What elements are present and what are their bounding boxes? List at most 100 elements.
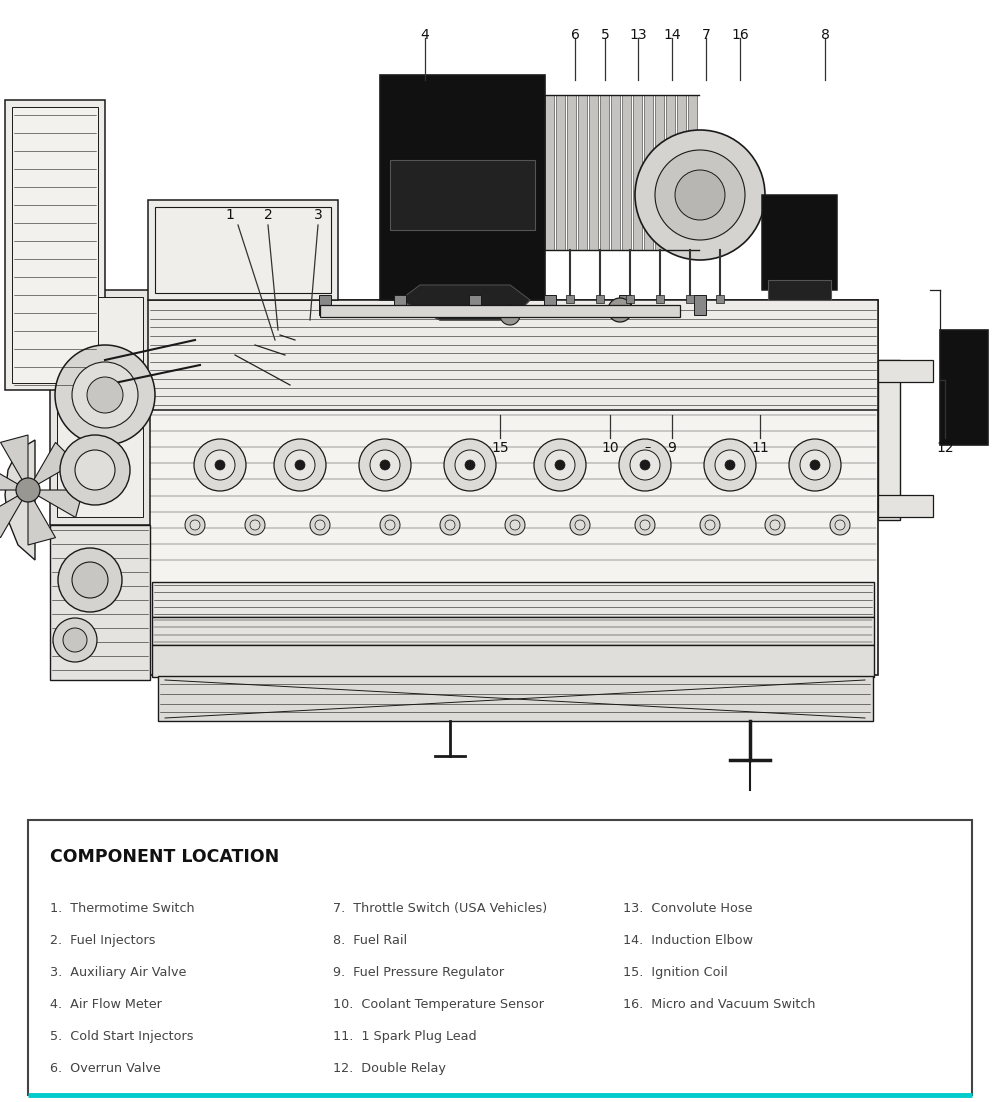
Circle shape: [445, 520, 455, 530]
Text: 6.  Overrun Valve: 6. Overrun Valve: [50, 1062, 161, 1074]
Bar: [619, 295, 631, 315]
Circle shape: [534, 439, 586, 491]
Circle shape: [58, 548, 122, 612]
Text: 2: 2: [264, 208, 272, 222]
Circle shape: [575, 520, 585, 530]
Bar: [677, 95, 686, 250]
Bar: [50, 525, 150, 680]
Circle shape: [63, 628, 87, 652]
Bar: [878, 360, 900, 520]
Polygon shape: [5, 440, 35, 560]
Text: 13.  Convolute Hose: 13. Convolute Hose: [623, 903, 753, 915]
Bar: [589, 95, 598, 250]
Circle shape: [87, 377, 123, 413]
Circle shape: [310, 515, 330, 534]
Text: 14.  Induction Elbow: 14. Induction Elbow: [623, 934, 753, 947]
Bar: [940, 329, 988, 445]
Circle shape: [789, 439, 841, 491]
Bar: [12, 107, 98, 383]
Text: 10.  Coolant Temperature Sensor: 10. Coolant Temperature Sensor: [333, 998, 544, 1011]
Circle shape: [619, 439, 671, 491]
Text: 2.  Fuel Injectors: 2. Fuel Injectors: [50, 934, 156, 947]
Text: 7: 7: [702, 28, 710, 42]
Text: 12: 12: [936, 441, 954, 455]
Bar: [566, 295, 574, 303]
Text: 9.  Fuel Pressure Regulator: 9. Fuel Pressure Regulator: [333, 966, 504, 979]
Circle shape: [215, 460, 225, 469]
Bar: [545, 95, 554, 250]
Polygon shape: [0, 435, 28, 490]
Circle shape: [455, 450, 485, 480]
Circle shape: [315, 520, 325, 530]
Circle shape: [770, 520, 780, 530]
Polygon shape: [400, 285, 530, 320]
Bar: [57, 298, 143, 517]
Circle shape: [725, 460, 735, 469]
Circle shape: [75, 450, 115, 490]
Text: 5: 5: [601, 28, 609, 42]
Text: 1.  Thermotime Switch: 1. Thermotime Switch: [50, 903, 195, 915]
Bar: [626, 295, 634, 303]
Polygon shape: [28, 442, 76, 490]
Bar: [600, 95, 609, 250]
Text: 6: 6: [571, 28, 579, 42]
Text: 12.  Double Relay: 12. Double Relay: [333, 1062, 446, 1074]
Bar: [148, 300, 878, 676]
Text: 13: 13: [629, 28, 647, 42]
Circle shape: [608, 298, 632, 322]
Circle shape: [250, 520, 260, 530]
Circle shape: [295, 460, 305, 469]
Circle shape: [465, 460, 475, 469]
Bar: [622, 95, 631, 250]
Circle shape: [245, 515, 265, 534]
Text: 1: 1: [226, 208, 234, 222]
Bar: [152, 582, 874, 617]
Text: 11: 11: [751, 441, 769, 455]
Text: 15: 15: [491, 441, 509, 455]
Bar: [544, 295, 556, 315]
Circle shape: [705, 520, 715, 530]
Circle shape: [285, 450, 315, 480]
Text: 16.  Micro and Vacuum Switch: 16. Micro and Vacuum Switch: [623, 998, 816, 1011]
Circle shape: [704, 439, 756, 491]
Bar: [567, 95, 576, 250]
Bar: [666, 95, 675, 250]
Circle shape: [440, 515, 460, 534]
Bar: [50, 290, 150, 525]
Text: 10: 10: [601, 441, 619, 455]
Circle shape: [444, 439, 496, 491]
Circle shape: [510, 520, 520, 530]
Circle shape: [185, 515, 205, 534]
Circle shape: [274, 439, 326, 491]
Circle shape: [55, 345, 155, 445]
Text: 16: 16: [731, 28, 749, 42]
Circle shape: [555, 460, 565, 469]
Circle shape: [53, 618, 97, 662]
Polygon shape: [0, 490, 28, 538]
Circle shape: [190, 520, 200, 530]
Circle shape: [765, 515, 785, 534]
Text: 3: 3: [314, 208, 322, 222]
Text: 8.  Fuel Rail: 8. Fuel Rail: [333, 934, 407, 947]
Circle shape: [675, 170, 725, 220]
Circle shape: [835, 520, 845, 530]
Bar: [28, 820, 972, 1095]
Circle shape: [505, 515, 525, 534]
Bar: [768, 280, 831, 300]
Circle shape: [635, 515, 655, 534]
Circle shape: [72, 361, 138, 428]
Text: 4: 4: [421, 28, 429, 42]
Bar: [152, 617, 874, 645]
Bar: [688, 95, 697, 250]
Circle shape: [16, 478, 40, 503]
Polygon shape: [28, 490, 83, 518]
Circle shape: [60, 435, 130, 505]
Bar: [152, 645, 874, 677]
Circle shape: [630, 450, 660, 480]
Text: 15.  Ignition Coil: 15. Ignition Coil: [623, 966, 728, 979]
Bar: [380, 75, 545, 300]
Circle shape: [370, 450, 400, 480]
Circle shape: [640, 520, 650, 530]
Bar: [656, 295, 664, 303]
Circle shape: [830, 515, 850, 534]
